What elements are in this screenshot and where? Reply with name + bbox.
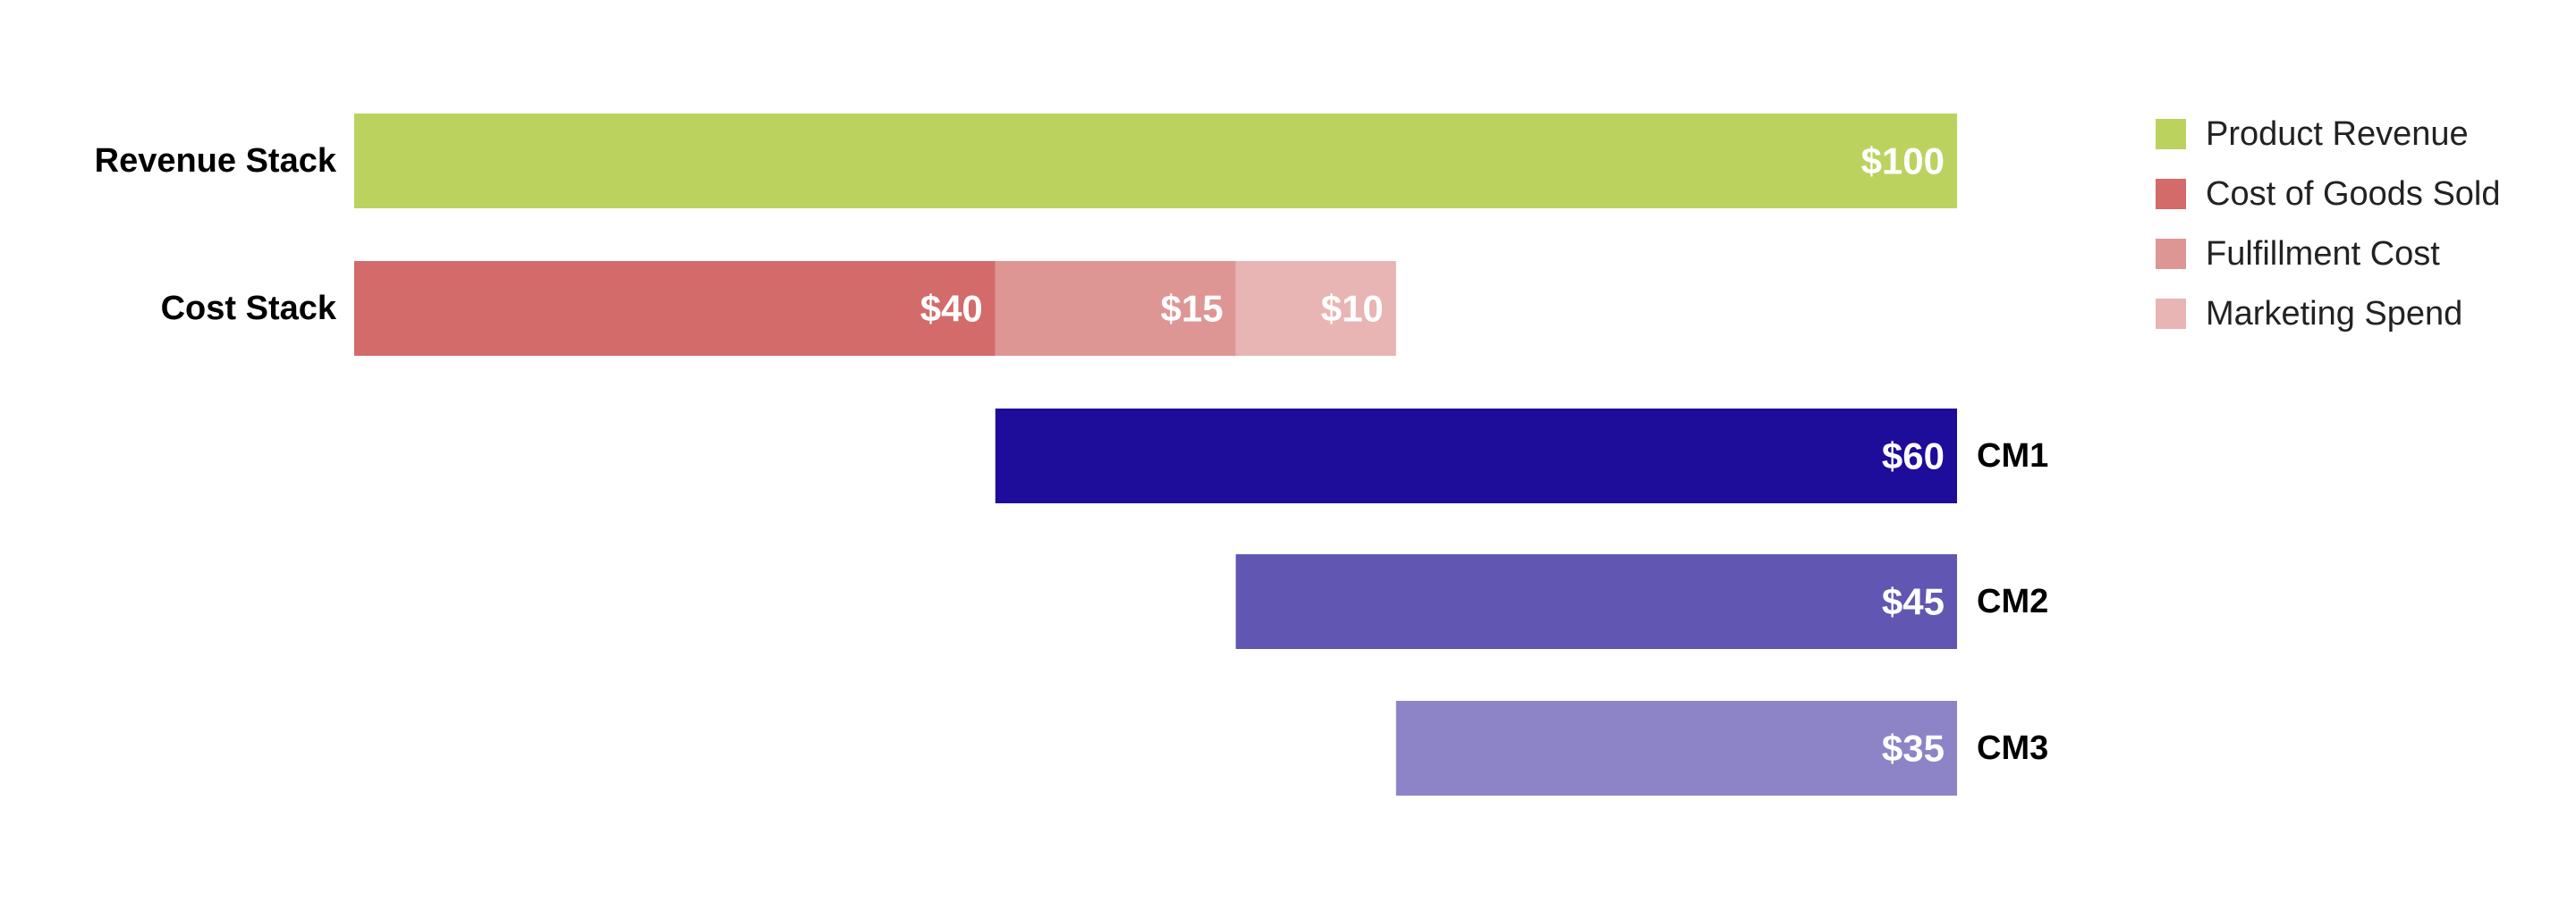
- legend-swatch-fulfillment-cost: [2156, 239, 2186, 269]
- data-label-revenue-stack-product-revenue: $100: [1861, 140, 1945, 182]
- category-label-cost-stack: Cost Stack: [161, 290, 337, 327]
- legend-swatch-marketing-spend: [2156, 299, 2186, 329]
- bar-cm3-cm3: [1395, 701, 1957, 796]
- data-label-cost-stack-fulfillment-cost: $15: [1161, 288, 1224, 330]
- legend-swatch-cost-of-goods-sold: [2156, 179, 2186, 209]
- legend-item-cost-of-goods-sold: Cost of Goods Sold: [2156, 175, 2501, 213]
- bar-cost-stack-fulfillment-cost: [995, 261, 1236, 356]
- bar-revenue-stack-product-revenue: [354, 114, 1957, 208]
- legend-item-fulfillment-cost: Fulfillment Cost: [2156, 235, 2440, 273]
- bar-row-cost-stack: $40 $15 $10 Cost Stack: [161, 261, 1396, 356]
- data-label-cm1-cm1: $60: [1882, 435, 1945, 477]
- category-label-revenue-stack: Revenue Stack: [95, 142, 337, 180]
- bars-layer: $100 Revenue Stack $40 $15 $10 Cost Stack $60 C…: [95, 114, 2048, 796]
- bar-row-revenue-stack: $100 Revenue Stack: [95, 114, 1957, 208]
- legend-item-product-revenue: Product Revenue: [2156, 115, 2469, 153]
- data-label-cm2-cm2: $45: [1882, 581, 1945, 623]
- category-label-cm2: CM2: [1977, 583, 2048, 620]
- legend-item-marketing-spend: Marketing Spend: [2156, 295, 2462, 333]
- bar-row-cm2: $45 CM2: [1235, 554, 2048, 649]
- bar-cm2-cm2: [1235, 554, 1957, 649]
- legend-swatch-product-revenue: [2156, 119, 2186, 149]
- legend-label-fulfillment-cost: Fulfillment Cost: [2206, 235, 2440, 273]
- legend: Product Revenue Cost of Goods Sold Fulfill…: [2156, 115, 2501, 333]
- bar-cost-stack-marketing-spend: [1235, 261, 1396, 356]
- legend-label-product-revenue: Product Revenue: [2206, 115, 2469, 153]
- bar-cm1-cm1: [995, 409, 1957, 503]
- data-label-cost-stack-cost-of-goods-sold: $40: [920, 288, 983, 330]
- bar-row-cm1: $60 CM1: [995, 409, 2048, 503]
- legend-label-cost-of-goods-sold: Cost of Goods Sold: [2206, 175, 2501, 213]
- category-label-cm1: CM1: [1977, 437, 2048, 475]
- bar-cost-stack-cost-of-goods-sold: [354, 261, 996, 356]
- bar-row-cm3: $35 CM3: [1395, 701, 2048, 796]
- category-label-cm3: CM3: [1977, 729, 2048, 767]
- data-label-cost-stack-marketing-spend: $10: [1321, 288, 1384, 330]
- data-label-cm3-cm3: $35: [1882, 728, 1945, 770]
- legend-label-marketing-spend: Marketing Spend: [2206, 295, 2462, 333]
